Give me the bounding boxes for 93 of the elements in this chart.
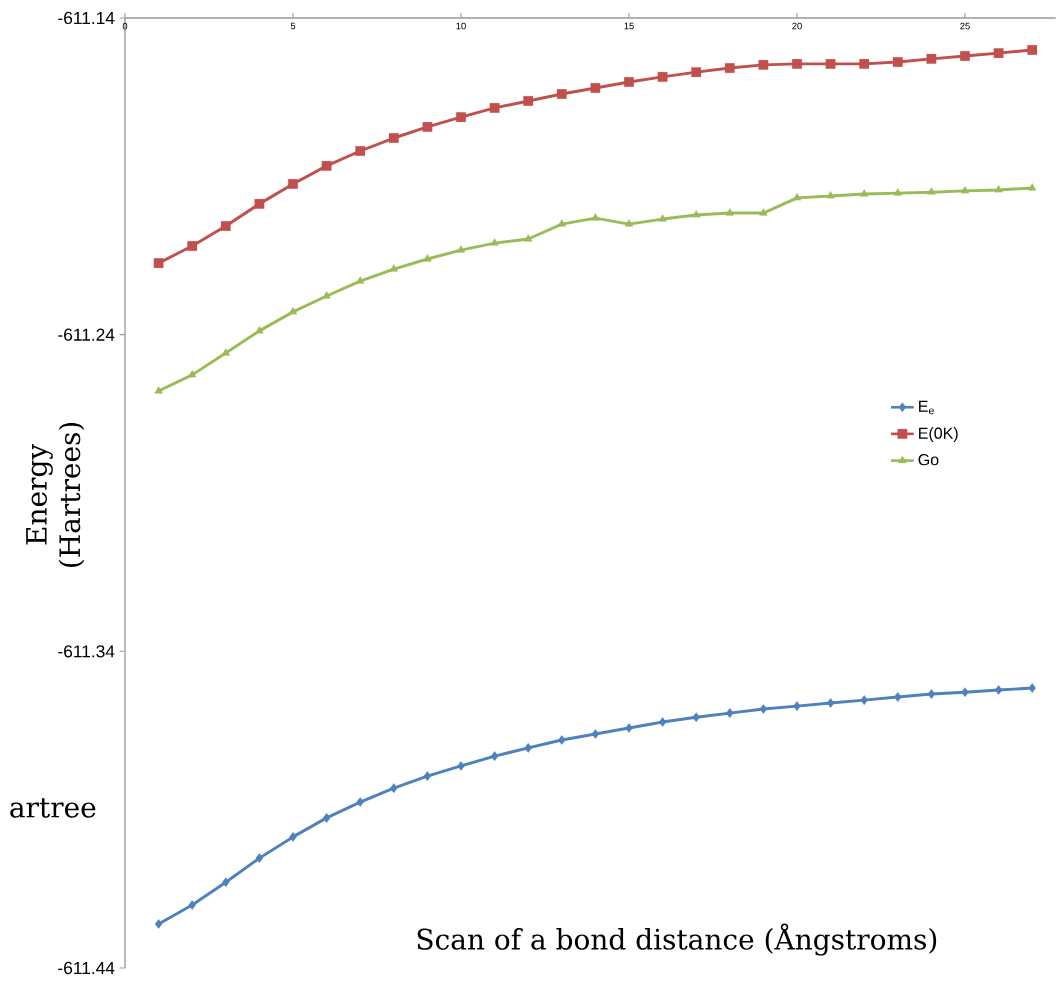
x-tick-label: 20: [792, 22, 802, 30]
point: [1027, 45, 1038, 55]
point: [556, 89, 567, 99]
point: [657, 72, 668, 82]
point: [355, 146, 366, 156]
point: [422, 122, 433, 132]
point: [322, 813, 331, 823]
point: [188, 900, 196, 910]
point: [625, 723, 633, 733]
point: [187, 241, 198, 251]
point: [322, 291, 331, 299]
y-tick-label: -611.44: [58, 961, 115, 975]
point: [658, 214, 667, 222]
point: [691, 210, 701, 218]
point: [826, 191, 835, 199]
point: [825, 59, 836, 69]
point: [289, 832, 297, 842]
point: [759, 208, 768, 216]
point: [591, 213, 600, 221]
point: [456, 112, 466, 122]
point: [524, 743, 532, 753]
point: [356, 797, 364, 807]
point: [456, 245, 466, 253]
point: [523, 96, 534, 106]
point: [960, 186, 970, 194]
point: [389, 264, 399, 272]
x-tick-label: 10: [456, 22, 466, 30]
point: [960, 51, 970, 61]
y-tick-label: -611.34: [58, 645, 115, 658]
point: [793, 701, 801, 711]
y-axis-title: Energy (Hartrees): [26, 422, 85, 567]
point: [390, 783, 398, 794]
point: [994, 685, 1003, 695]
point: [1027, 183, 1037, 191]
point: [994, 185, 1003, 193]
point: [388, 133, 399, 143]
point: [658, 717, 667, 727]
point: [255, 853, 264, 863]
point: [724, 63, 735, 73]
point: [894, 692, 902, 702]
x-axis-title: Scan of a bond distance (Ångstroms): [417, 923, 937, 956]
point: [692, 712, 700, 723]
point: [926, 53, 937, 64]
point: [558, 735, 566, 745]
y-tick-label: -611.24: [58, 328, 115, 341]
point: [758, 59, 769, 70]
point: [859, 189, 869, 197]
text: artree: [10, 798, 96, 818]
point: [961, 687, 969, 698]
point: [490, 751, 499, 762]
legend-label: Go: [918, 454, 939, 466]
point: [591, 729, 600, 739]
point: [1028, 683, 1036, 693]
point: [860, 695, 868, 705]
point: [321, 161, 332, 171]
point: [826, 698, 835, 708]
legend-label: E(0K): [919, 427, 958, 442]
point: [154, 919, 163, 929]
point: [489, 103, 500, 113]
point: [993, 48, 1004, 59]
point: [254, 199, 265, 209]
point: [153, 258, 164, 268]
point: [154, 386, 163, 394]
point: [590, 83, 601, 93]
point: [288, 306, 298, 315]
point: [691, 67, 702, 78]
legend-label: E$_{e}$: [919, 400, 934, 415]
point: [523, 234, 533, 242]
point: [725, 208, 735, 216]
point: [892, 57, 903, 67]
point: [893, 188, 903, 196]
point: [759, 704, 768, 714]
point: [792, 59, 802, 69]
x-tick-label: 15: [624, 22, 634, 30]
point: [624, 77, 634, 87]
x-tick-label: 0: [122, 22, 128, 30]
point: [927, 689, 936, 699]
y-tick-label: -611.14: [58, 11, 115, 25]
point: [423, 254, 432, 262]
point: [859, 59, 870, 69]
point: [255, 325, 264, 334]
point: [726, 708, 734, 718]
point: [221, 348, 231, 356]
x-tick-label: 5: [290, 22, 296, 30]
x-tick-label: 25: [960, 22, 970, 30]
point: [457, 761, 465, 771]
point: [624, 219, 634, 227]
point: [288, 179, 298, 189]
point: [222, 877, 230, 888]
point: [490, 238, 499, 246]
point: [423, 771, 432, 781]
point: [927, 187, 936, 195]
point: [220, 221, 231, 231]
